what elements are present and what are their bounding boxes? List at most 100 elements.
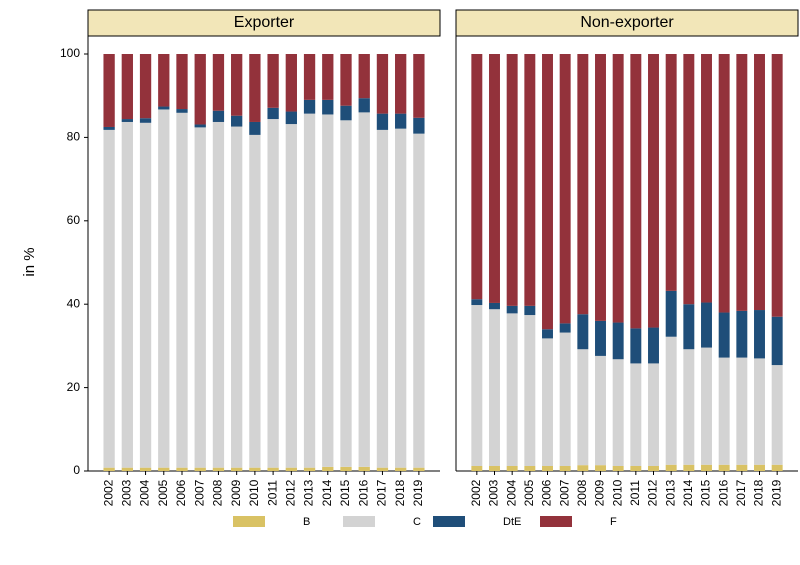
bar-segment (471, 299, 483, 306)
bar-segment (701, 347, 712, 465)
x-tick-label: 2012 (284, 479, 298, 506)
bar-segment (303, 467, 316, 471)
bar-segment (103, 126, 115, 130)
x-tick-label: 2015 (699, 479, 713, 506)
bar-segment (489, 302, 500, 310)
bar-segment (395, 467, 407, 471)
bar-segment (231, 126, 243, 468)
bar-segment (212, 110, 225, 122)
bar-segment (340, 54, 352, 106)
bar-segment (665, 464, 677, 471)
bar-segment (701, 54, 712, 303)
bar-segment (595, 54, 606, 321)
bar-segment (176, 109, 188, 113)
panel-title: Non-exporter (580, 14, 674, 31)
bar-segment (506, 465, 518, 471)
bar-segment (376, 54, 389, 114)
x-tick-label: 2008 (211, 479, 225, 506)
x-tick-label: 2014 (681, 479, 695, 506)
bar-segment (194, 467, 206, 471)
bar-segment (285, 467, 297, 471)
x-tick-label: 2011 (265, 480, 279, 506)
x-tick-label: 2013 (663, 479, 677, 506)
x-tick-label: 2014 (320, 479, 334, 506)
x-tick-label: 2017 (734, 479, 748, 506)
x-tick-label: 2011 (628, 480, 642, 506)
bar-segment (340, 120, 352, 467)
bar-segment (612, 54, 624, 323)
legend-label: F (610, 516, 617, 528)
bar-segment (395, 113, 407, 129)
bar-segment (303, 99, 316, 114)
bar-segment (267, 54, 279, 108)
bar-segment (121, 467, 133, 471)
bar-segment (595, 320, 606, 356)
bar-segment (736, 357, 748, 465)
bar-segment (718, 312, 730, 358)
bar-segment (630, 328, 642, 364)
bar-segment (683, 464, 695, 471)
x-tick-label: 2007 (557, 479, 571, 506)
bar-segment (612, 322, 624, 360)
bar-segment (489, 465, 500, 471)
bar-segment (524, 54, 536, 306)
x-tick-label: 2019 (769, 479, 783, 506)
x-tick-label: 2017 (375, 479, 389, 506)
x-tick-label: 2002 (101, 479, 115, 506)
bar-segment (665, 290, 677, 337)
bar-segment (285, 124, 297, 468)
bar-segment (212, 54, 225, 111)
bar-segment (542, 329, 553, 339)
bar-segment (322, 54, 334, 100)
bar-segment (648, 465, 659, 471)
bar-segment (340, 466, 352, 471)
y-tick-label: 40 (67, 296, 81, 310)
bar-segment (358, 112, 370, 467)
x-tick-label: 2009 (229, 479, 243, 506)
bar-segment (358, 54, 370, 99)
bar-segment (559, 465, 571, 471)
bar-segment (103, 129, 115, 468)
bar-segment (322, 114, 334, 467)
bar-segment (718, 464, 730, 471)
bar-segment (139, 54, 152, 119)
bar-segment (303, 54, 316, 100)
bar-segment (212, 467, 225, 471)
bar-segment (249, 467, 261, 471)
panel-header (455, 9, 799, 37)
bar-segment (267, 467, 279, 471)
x-tick-label: 2003 (487, 479, 501, 506)
legend-label: B (303, 516, 310, 528)
bar-segment (158, 109, 170, 468)
bar-segment (231, 115, 243, 127)
bar-segment (630, 54, 642, 329)
x-tick-label: 2012 (646, 479, 660, 506)
bar-segment (340, 105, 352, 121)
bar-segment (471, 465, 483, 471)
bar-segment (413, 133, 425, 468)
bar-segment (665, 54, 677, 291)
x-tick-label: 2016 (716, 479, 730, 506)
bar-segment (630, 465, 642, 471)
bar-segment (718, 54, 730, 313)
bar-segment (267, 119, 279, 468)
x-tick-label: 2008 (575, 479, 589, 506)
bar-segment (630, 363, 642, 466)
bar-segment (754, 310, 765, 359)
bar-segment (736, 54, 748, 311)
legend-swatch (433, 516, 465, 527)
legend-label: C (413, 516, 421, 528)
legend-label: DtE (503, 516, 521, 528)
x-tick-label: 2005 (156, 479, 170, 506)
bar-segment (489, 309, 500, 466)
bar-segment (754, 54, 765, 311)
bar-segment (358, 466, 370, 471)
bar-segment (771, 54, 783, 317)
bar-segment (194, 54, 206, 125)
bar-segment (648, 327, 659, 364)
bar-segment (665, 336, 677, 465)
bar-segment (121, 54, 133, 120)
bar-segment (736, 464, 748, 471)
bar-segment (471, 305, 483, 466)
bar-segment (303, 113, 316, 468)
